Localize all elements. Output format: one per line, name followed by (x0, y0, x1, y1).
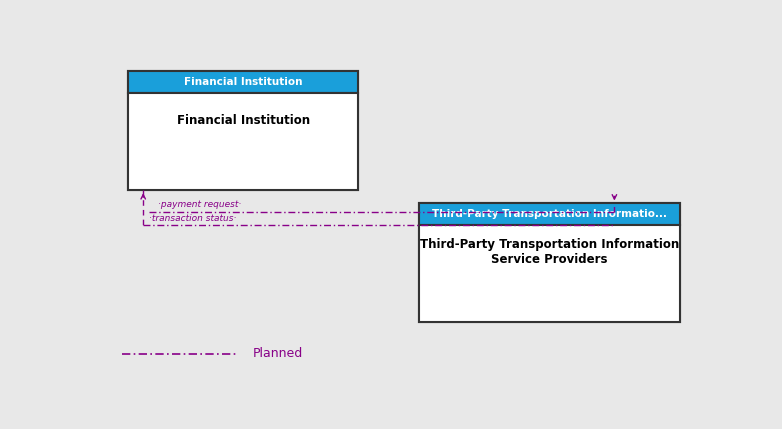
Bar (419, 203, 680, 322)
Text: Financial Institution: Financial Institution (184, 77, 303, 87)
Bar (419, 225, 680, 322)
Text: Third-Party Transportation Informatio...: Third-Party Transportation Informatio... (432, 209, 667, 219)
Text: Financial Institution: Financial Institution (177, 114, 310, 127)
Text: ·transaction status·: ·transaction status· (149, 214, 237, 223)
Bar (128, 93, 358, 190)
Text: Third-Party Transportation Information
Service Providers: Third-Party Transportation Information S… (420, 238, 679, 266)
Bar (128, 71, 358, 93)
Text: Planned: Planned (253, 347, 303, 360)
Bar (128, 71, 358, 190)
Bar (419, 203, 680, 225)
Text: ·payment request·: ·payment request· (159, 200, 242, 209)
